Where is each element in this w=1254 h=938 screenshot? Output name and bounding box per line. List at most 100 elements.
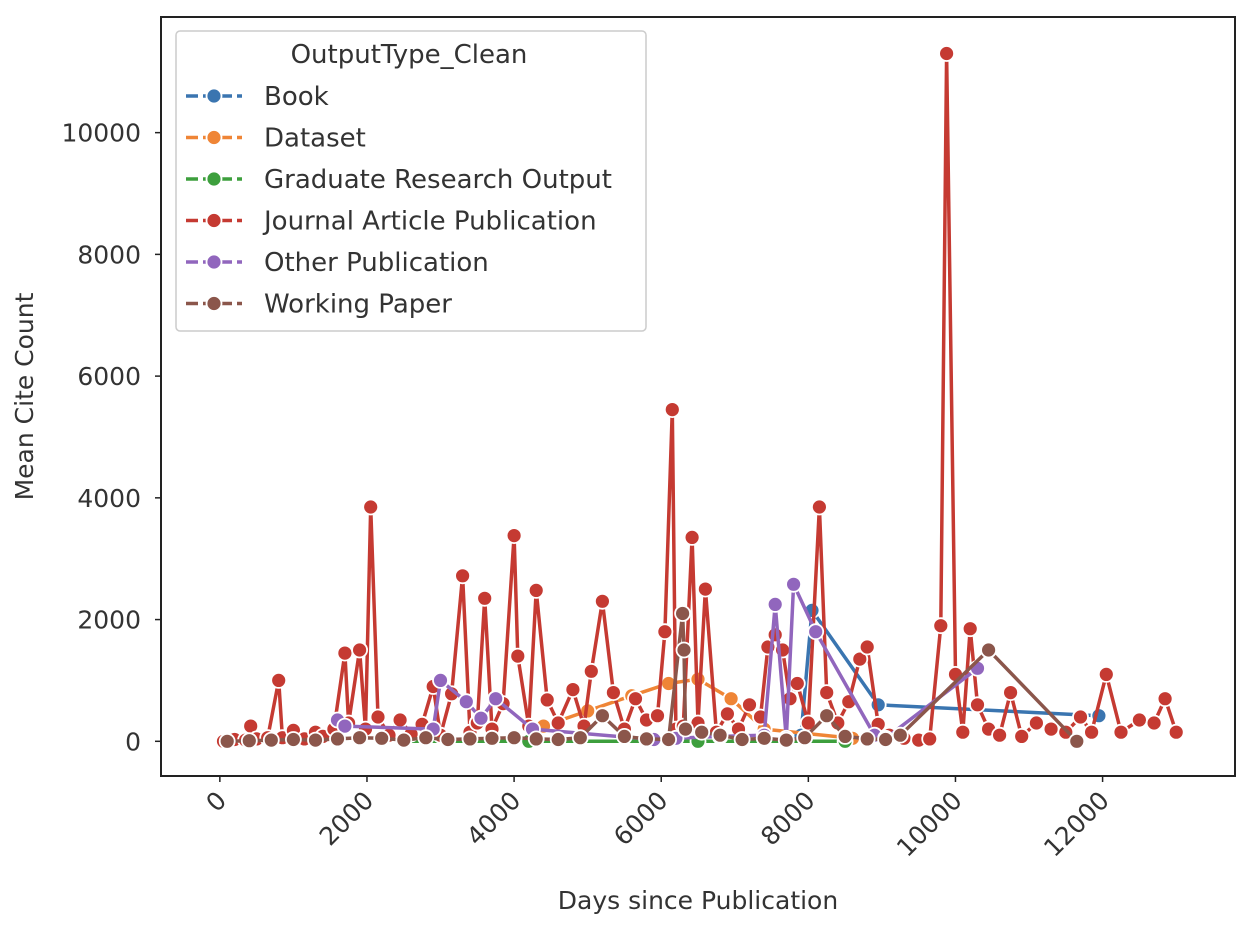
x-axis-label: Days since Publication [558,886,838,915]
data-point [891,726,909,744]
x-tick-group: 0 2000 4000 6000 8000 10000 12000 [200,776,1115,863]
data-point [969,696,986,714]
legend-item: Journal Article Publication [186,207,597,237]
data-point [509,647,527,665]
x-tick-label: 6000 [608,786,673,851]
legend-marker [205,253,223,271]
data-point [980,641,997,659]
data-point [788,675,806,692]
data-point [391,711,409,729]
data-point [307,731,324,749]
y-axis-label: Mean Cite Count [10,292,39,500]
data-point [660,731,677,748]
data-point [877,731,894,748]
data-point [240,732,258,750]
data-point [538,691,556,709]
data-point [505,729,523,747]
legend-marker [205,87,223,105]
data-point [1131,711,1148,729]
data-point [777,731,795,749]
plot-frame [160,16,1236,777]
data-point [818,707,836,725]
data-point [697,580,714,598]
data-point [719,705,736,723]
data-point [1013,728,1031,745]
data-point [605,684,622,701]
y-tick-label: 2000 [77,606,141,635]
data-point [336,717,354,735]
legend-label: Working Paper [264,290,452,320]
data-point [549,731,567,748]
legend-items: Book Dataset Graduate Research Output Journ… [186,82,612,320]
data-point [722,690,740,708]
data-point [432,672,449,689]
series-5 [218,605,1086,750]
data-point [270,672,288,689]
data-point [851,650,869,668]
data-point [961,620,979,638]
data-point [674,605,691,622]
series-line [799,608,1099,736]
legend-marker [205,212,223,229]
data-point [1097,666,1115,683]
data-point [1028,714,1045,732]
data-point [461,730,479,748]
data-point [1145,714,1163,732]
data-point [373,729,391,747]
legend-item: Dataset [186,124,366,154]
legend-label: Book [264,82,329,112]
data-point [921,730,939,748]
data-point [284,731,302,748]
data-point [564,681,582,698]
data-point [1072,708,1089,726]
x-tick-label: 12000 [1038,786,1115,863]
data-point [362,498,380,516]
data-point [505,527,523,544]
data-point [741,696,758,714]
data-point [638,730,655,748]
data-point [594,707,611,725]
x-tick-label: 8000 [755,786,820,851]
y-tick-label: 8000 [77,240,141,269]
data-point [483,729,501,747]
legend-item: Other Publication [186,248,489,278]
y-tick-label: 0 [125,727,141,756]
data-point [1112,723,1130,741]
data-point [1068,732,1086,750]
data-point [336,644,354,662]
legend-item: Working Paper [186,290,452,320]
data-point [329,730,346,748]
data-point [1002,684,1019,701]
data-point [796,729,814,747]
x-tick-label: 2000 [314,786,379,851]
data-point [571,729,589,747]
data-point [711,726,729,744]
legend-label: Graduate Research Output [264,165,612,195]
data-point [417,729,435,747]
data-point [677,720,694,738]
data-point [766,626,784,644]
data-point [858,730,876,748]
plot-marks [215,45,1185,750]
legend-marker [205,129,223,146]
data-point [218,732,236,750]
data-point [487,690,505,708]
legend-marker [205,170,223,188]
y-tick-label: 10000 [61,119,141,148]
data-point [932,617,950,635]
data-point [991,726,1008,744]
data-point [683,529,701,546]
legend: OutputType_Clean Book Dataset Graduate Res… [175,30,647,332]
data-point [836,728,854,745]
data-point [1167,723,1185,741]
data-point [351,641,369,659]
data-point [454,567,472,585]
data-point [351,729,369,747]
data-point [616,728,633,745]
data-point [439,731,457,748]
data-point [549,714,567,732]
y-tick-label: 4000 [77,484,141,513]
data-point [262,731,280,749]
